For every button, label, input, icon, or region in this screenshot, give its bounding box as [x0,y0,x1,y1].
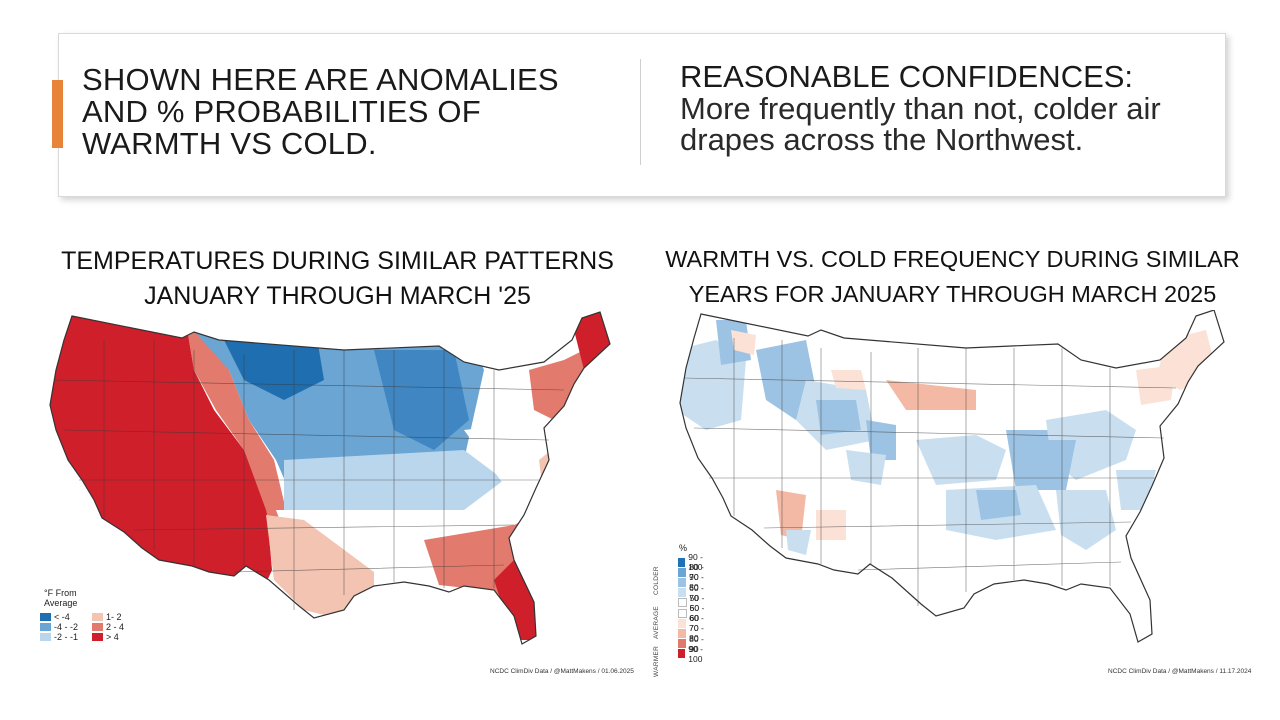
legend-side-label-warmer: WARMER [653,645,660,677]
right-headline-body: More frequently than not, colder air dra… [680,91,1161,157]
legend-swatch [678,618,687,628]
legend-swatch [678,567,687,577]
legend-label: -2 - -1 [54,631,79,642]
legend-item: > 4 [92,631,142,642]
legend-label: 1- 2 [106,611,122,622]
left-headline-line: AND % PROBABILITIES OF [82,94,481,129]
legend-swatch [678,588,687,598]
legend-swatch [92,622,103,631]
left-headline-line: SHOWN HERE ARE ANOMALIES [82,62,559,97]
header-card [58,33,1226,197]
legend-item: 60 - 70 [678,613,707,633]
legend-swatch [40,612,51,621]
legend-item: 1- 2 [92,611,142,622]
right-map-credit: NCDC ClimDiv Data / @MattMakens / 11.17.… [1108,668,1252,675]
legend-item: 90 - 100 [678,552,707,572]
right-map-title-line: YEARS FOR JANUARY THROUGH MARCH 2025 [688,281,1217,307]
legend-item: 50 - 60 [678,603,707,623]
legend-label: 80 - 90 [689,633,704,654]
right-map-title-line: WARMTH VS. COLD FREQUENCY DURING SIMILAR [665,246,1240,272]
left-headline-line: WARMTH VS COLD. [82,126,377,161]
legend-label: 80 - 90 [689,562,704,583]
legend-label: 70 - 80 [689,572,704,593]
legend-item: 60 - 70 [678,583,707,603]
legend-item: 70 - 80 [678,623,707,643]
accent-bar [52,80,63,148]
legend-swatch [678,639,687,649]
left-map-title: TEMPERATURES DURING SIMILAR PATTERNS JAN… [40,244,635,314]
right-map-title: WARMTH VS. COLD FREQUENCY DURING SIMILAR… [655,242,1250,312]
left-anomaly-map [49,311,611,645]
header-divider [640,59,641,165]
legend-swatch [678,628,687,638]
legend-side-label-colder: COLDER [653,566,660,595]
legend-swatch [92,632,103,641]
legend-label: 70 - 80 [689,623,704,644]
left-map-credit: NCDC ClimDiv Data / @MattMakens / 01.06.… [490,668,634,675]
left-legend: °F From Average < -4 1- 2 -4 - -2 2 - 4 … [40,588,142,642]
legend-label: -4 - -2 [54,621,79,632]
legend-swatch [92,612,103,621]
legend-swatch [678,649,686,659]
legend-item: 70 - 80 [678,572,707,592]
legend-item: -4 - -2 [40,621,92,632]
legend-item: 90 - 100 [678,644,707,664]
legend-label: 2 - 4 [106,621,125,632]
legend-label: 60 - 70 [689,582,704,603]
legend-label: 60 - 70 [689,613,704,634]
legend-item: -2 - -1 [40,631,92,642]
legend-item: < -4 [40,611,92,622]
legend-label: 50 - 60 [689,603,705,624]
legend-item: 80 - 90 [678,562,707,582]
left-headline: SHOWN HERE ARE ANOMALIES AND % PROBABILI… [82,64,602,160]
legend-item: 50 - 60 [678,593,707,613]
legend-item: 2 - 4 [92,621,142,632]
legend-label: 90 - 100 [688,643,703,664]
legend-side-label-average: AVERAGE [653,605,660,639]
legend-label: > 4 [106,631,119,642]
left-map-title-line: JANUARY THROUGH MARCH '25 [144,282,531,310]
right-headline-title: REASONABLE CONFIDENCES: [680,59,1134,94]
left-map-title-line: TEMPERATURES DURING SIMILAR PATTERNS [61,247,614,275]
legend-swatch [40,622,51,631]
left-legend-title: °F From Average [44,588,78,608]
legend-swatch [678,577,687,587]
legend-swatch [678,557,686,567]
legend-label: 90 - 100 [688,552,703,573]
right-legend-unit: % [679,543,688,553]
legend-swatch [678,598,687,608]
legend-item: 80 - 90 [678,634,707,654]
legend-swatch [678,608,687,618]
right-frequency-map [679,310,1225,643]
legend-label: < -4 [54,611,70,622]
legend-swatch [40,632,51,641]
legend-label: 50 - 60 [689,592,705,613]
